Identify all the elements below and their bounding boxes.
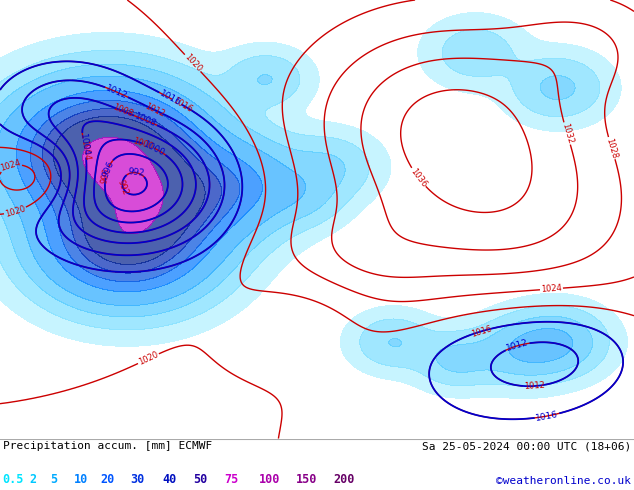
Text: 100: 100 xyxy=(259,473,281,486)
Text: 200: 200 xyxy=(333,473,355,486)
Text: 1020: 1020 xyxy=(137,350,160,367)
Text: 1000: 1000 xyxy=(143,139,167,158)
Text: 1016: 1016 xyxy=(535,410,559,422)
Text: 40: 40 xyxy=(162,473,176,486)
Text: 1016: 1016 xyxy=(470,324,493,339)
Text: 1008: 1008 xyxy=(133,112,158,129)
Text: 1012: 1012 xyxy=(105,83,129,100)
Text: 1012: 1012 xyxy=(524,381,545,391)
Text: 50: 50 xyxy=(193,473,207,486)
Text: 1024: 1024 xyxy=(0,158,22,173)
Text: 1032: 1032 xyxy=(560,122,574,145)
Text: 1020: 1020 xyxy=(182,52,203,74)
Text: 2: 2 xyxy=(29,473,36,486)
Text: 992: 992 xyxy=(116,179,130,196)
Text: 5: 5 xyxy=(50,473,57,486)
Text: 1012: 1012 xyxy=(143,101,166,119)
Text: 1016: 1016 xyxy=(171,96,194,114)
Text: ©weatheronline.co.uk: ©weatheronline.co.uk xyxy=(496,476,631,486)
Text: 75: 75 xyxy=(224,473,238,486)
Text: 996: 996 xyxy=(100,167,112,185)
Text: 996: 996 xyxy=(101,159,115,178)
Text: 0.5: 0.5 xyxy=(3,473,24,486)
Text: 992: 992 xyxy=(127,167,145,178)
Text: 1012: 1012 xyxy=(505,338,529,353)
Text: 1024: 1024 xyxy=(541,284,562,294)
Text: 1016: 1016 xyxy=(158,89,183,108)
Text: 150: 150 xyxy=(295,473,317,486)
Text: 20: 20 xyxy=(101,473,115,486)
Text: 30: 30 xyxy=(131,473,145,486)
Text: 1000: 1000 xyxy=(132,136,155,151)
Text: 10: 10 xyxy=(74,473,87,486)
Text: Sa 25-05-2024 00:00 UTC (18+06): Sa 25-05-2024 00:00 UTC (18+06) xyxy=(422,441,631,451)
Text: 1004: 1004 xyxy=(78,133,91,157)
Text: 1004: 1004 xyxy=(79,139,91,161)
Text: 1036: 1036 xyxy=(408,166,429,189)
Text: 1028: 1028 xyxy=(604,137,619,160)
Text: 1020: 1020 xyxy=(4,204,27,219)
Text: Precipitation accum. [mm] ECMWF: Precipitation accum. [mm] ECMWF xyxy=(3,441,212,451)
Text: 1008: 1008 xyxy=(112,103,134,119)
